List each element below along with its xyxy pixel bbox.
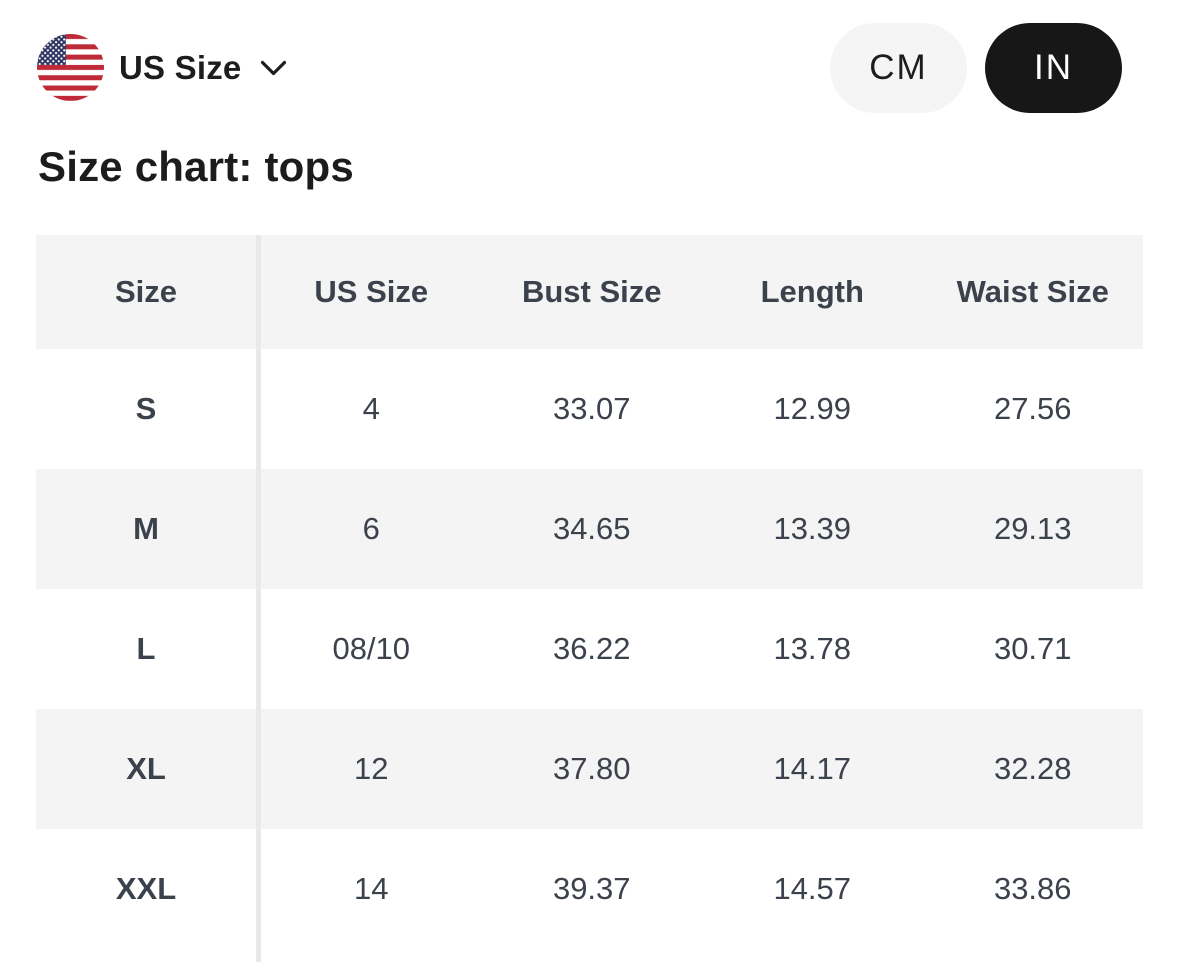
- region-size-selector[interactable]: US Size: [37, 34, 287, 101]
- value-cell: 30.71: [993, 631, 1072, 666]
- page-title: Size chart: tops: [38, 143, 354, 190]
- us-flag-icon: [37, 34, 104, 101]
- value-cell: 14.57: [773, 871, 852, 906]
- value-cell: 36.22: [552, 631, 631, 666]
- unit-in-button[interactable]: IN: [985, 22, 1122, 113]
- value-cell: 39.37: [552, 871, 631, 906]
- size-chart-table: Size US Size Bust Size Length Waist Size S 4 3…: [36, 235, 1143, 962]
- value-cell: 4: [362, 391, 380, 426]
- size-cell: S: [135, 391, 157, 426]
- table-row-m: M 6 34.65 13.39 29.13: [36, 469, 1143, 589]
- value-cell: 29.13: [993, 511, 1072, 546]
- column-header-size: Size: [114, 274, 178, 309]
- value-cell: 12.99: [773, 391, 852, 426]
- unit-toggle: CM IN: [830, 22, 1122, 113]
- value-cell: 27.56: [993, 391, 1072, 426]
- region-selector-label: US Size: [119, 48, 242, 86]
- column-header-bust-size: Bust Size: [521, 274, 662, 309]
- value-cell: 37.80: [552, 751, 631, 786]
- value-cell: 13.78: [773, 631, 852, 666]
- column-header-waist-size: Waist Size: [956, 274, 1109, 309]
- size-cell: M: [133, 511, 159, 546]
- table-row-s: S 4 33.07 12.99 27.56: [36, 349, 1143, 469]
- value-cell: 6: [362, 511, 380, 546]
- value-cell: 33.07: [552, 391, 631, 426]
- size-cell: XL: [126, 751, 166, 786]
- table-header-row: Size US Size Bust Size Length Waist Size: [36, 235, 1143, 349]
- size-cell: XXL: [115, 871, 177, 906]
- value-cell: 12: [354, 751, 389, 786]
- value-cell: 32.28: [993, 751, 1072, 786]
- unit-cm-button[interactable]: CM: [830, 22, 967, 113]
- column-header-length: Length: [760, 274, 864, 309]
- table-body: S 4 33.07 12.99 27.56 M 6 34.65 13.39 29.13 L 08/10…: [36, 349, 1143, 949]
- column-header-us-size: US Size: [314, 274, 429, 309]
- size-cell: L: [136, 631, 156, 666]
- table-row-xxl: XXL 14 39.37 14.57 33.86: [36, 829, 1143, 949]
- column-divider: [256, 235, 261, 962]
- table-row-l: L 08/10 36.22 13.78 30.71: [36, 589, 1143, 709]
- top-bar: US Size CM IN: [0, 0, 1179, 115]
- value-cell: 14: [354, 871, 389, 906]
- table-row-xl: XL 12 37.80 14.17 32.28: [36, 709, 1143, 829]
- value-cell: 13.39: [773, 511, 852, 546]
- chevron-down-icon: [260, 60, 287, 82]
- value-cell: 33.86: [993, 871, 1072, 906]
- value-cell: 14.17: [773, 751, 852, 786]
- value-cell: 08/10: [332, 631, 411, 666]
- value-cell: 34.65: [552, 511, 631, 546]
